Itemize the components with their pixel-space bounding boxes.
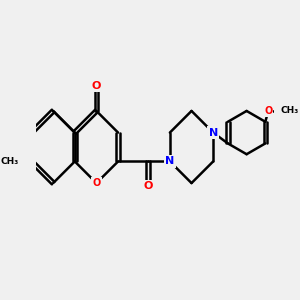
Text: CH₃: CH₃ [281,106,299,116]
Text: N: N [165,156,175,167]
Text: O: O [264,106,272,116]
Text: N: N [208,128,218,138]
Text: O: O [144,182,153,191]
Text: O: O [92,178,101,188]
Text: CH₃: CH₃ [1,157,19,166]
Text: O: O [92,81,101,91]
